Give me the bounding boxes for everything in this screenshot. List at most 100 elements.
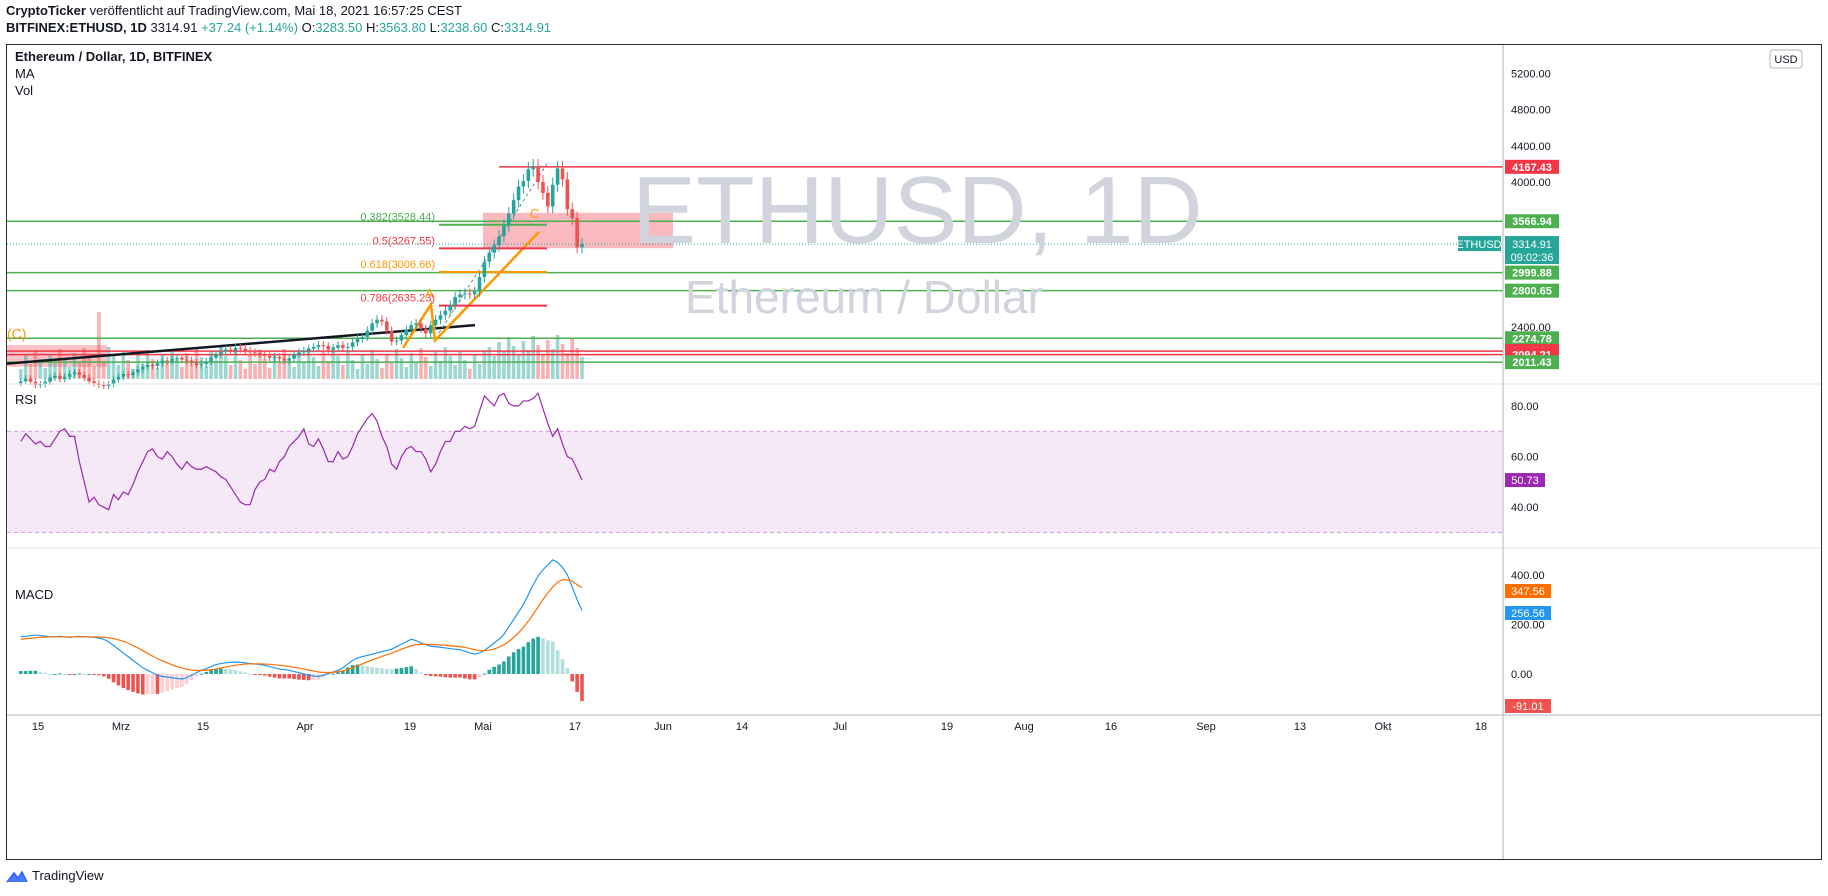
rsi-tick: 80.00 bbox=[1511, 401, 1539, 413]
macd-histogram-bar bbox=[23, 671, 28, 674]
price-tick: 4400.00 bbox=[1511, 141, 1551, 153]
candle bbox=[453, 297, 457, 306]
volume-bar bbox=[28, 364, 33, 379]
volume-bar bbox=[385, 354, 389, 379]
publisher-name[interactable]: CryptoTicker bbox=[6, 3, 86, 18]
volume-bar bbox=[565, 353, 570, 379]
macd-histogram-bar bbox=[389, 669, 394, 674]
price-pane[interactable]: 0.382(3528.44) 0.5(3267.55) 0.618(3006.66)… bbox=[7, 159, 1503, 390]
candle bbox=[155, 363, 160, 366]
candle bbox=[565, 179, 570, 210]
candle bbox=[419, 323, 423, 329]
volume-bar bbox=[111, 356, 116, 379]
indicator-ma-label[interactable]: MA bbox=[15, 66, 35, 81]
macd-histogram-bar bbox=[258, 674, 262, 675]
candle bbox=[272, 356, 277, 358]
candle bbox=[165, 360, 169, 362]
candle bbox=[145, 365, 150, 367]
volume-bar bbox=[184, 353, 189, 379]
rsi-pane[interactable] bbox=[7, 392, 1503, 533]
candle bbox=[555, 168, 560, 185]
chart-canvas[interactable]: 0.382(3528.44) 0.5(3267.55) 0.618(3006.66)… bbox=[7, 45, 1821, 859]
volume-bar bbox=[502, 351, 506, 379]
candle bbox=[53, 375, 57, 378]
macd-histogram-bar bbox=[28, 670, 33, 674]
volume-bar bbox=[302, 362, 306, 379]
macd-current-bg bbox=[1505, 606, 1551, 620]
macd-histogram-bar bbox=[516, 649, 521, 674]
candle bbox=[326, 345, 331, 350]
fib-label: 0.786(2635.23) bbox=[360, 293, 435, 305]
macd-histogram-bar bbox=[580, 674, 584, 702]
macd-histogram-bar bbox=[438, 674, 443, 677]
candle bbox=[199, 364, 204, 366]
macd-histogram-bar bbox=[228, 669, 233, 674]
candle bbox=[23, 378, 28, 382]
macd-histogram-bar bbox=[370, 667, 374, 674]
macd-histogram-bar bbox=[38, 671, 43, 674]
publish-info: veröffentlicht auf TradingView.com, Mai … bbox=[89, 3, 462, 18]
volume-bar bbox=[306, 348, 311, 379]
macd-histogram-bar bbox=[345, 667, 350, 674]
macd-histogram-bar bbox=[267, 674, 272, 677]
candle bbox=[287, 358, 291, 361]
macd-histogram-bar bbox=[341, 670, 345, 674]
date-tick: Apr bbox=[296, 721, 313, 733]
macd-histogram-bar bbox=[404, 667, 409, 674]
volume-bar bbox=[258, 350, 262, 379]
volume-bar bbox=[297, 353, 301, 379]
candle bbox=[302, 350, 306, 353]
current-price-tag: 3314.91 bbox=[1512, 239, 1552, 251]
rsi-label[interactable]: RSI bbox=[15, 392, 37, 407]
volume-bar bbox=[209, 352, 213, 379]
tradingview-brand: TradingView bbox=[32, 868, 104, 883]
date-tick: 17 bbox=[569, 721, 581, 733]
volume-bar bbox=[380, 368, 384, 379]
candle bbox=[433, 319, 438, 326]
macd-histogram-bar bbox=[492, 666, 496, 674]
candle bbox=[19, 381, 23, 384]
name-watermark: Ethereum / Dollar bbox=[685, 271, 1043, 323]
volume-bar bbox=[189, 362, 194, 379]
volume-bar bbox=[443, 347, 448, 379]
volume-bar bbox=[214, 361, 218, 379]
macd-histogram-bar bbox=[306, 674, 311, 681]
candle bbox=[48, 377, 52, 382]
level-tag-bg bbox=[1505, 283, 1559, 298]
candle bbox=[458, 294, 462, 298]
macd-pane[interactable] bbox=[19, 559, 584, 702]
volume-bar bbox=[497, 342, 501, 379]
date-tick: 16 bbox=[1105, 721, 1117, 733]
candle bbox=[570, 209, 575, 219]
macd-histogram-bar bbox=[155, 674, 160, 694]
candle bbox=[43, 381, 47, 385]
macd-histogram-bar bbox=[277, 674, 282, 679]
volume-bar bbox=[180, 367, 184, 379]
date-tick: Okt bbox=[1374, 721, 1391, 733]
candle bbox=[101, 384, 106, 386]
currency-box[interactable] bbox=[1769, 49, 1803, 69]
indicator-vol-label[interactable]: Vol bbox=[15, 83, 33, 98]
candle bbox=[536, 166, 540, 182]
volume-bar bbox=[219, 347, 223, 379]
macd-histogram-bar bbox=[165, 674, 169, 691]
macd-histogram-bar bbox=[292, 674, 296, 680]
macd-label[interactable]: MACD bbox=[15, 587, 53, 602]
macd-histogram-bar bbox=[565, 668, 570, 674]
macd-histogram-bar bbox=[350, 665, 355, 674]
volume-bar bbox=[62, 358, 67, 379]
candle bbox=[131, 372, 135, 375]
macd-histogram-bar bbox=[150, 674, 155, 694]
volume-bar bbox=[531, 336, 535, 379]
candle bbox=[424, 328, 428, 334]
tradingview-logo[interactable]: TradingView bbox=[6, 868, 104, 883]
macd-histogram-bar bbox=[463, 674, 467, 679]
volume-bar bbox=[492, 356, 496, 379]
macd-histogram-bar bbox=[487, 669, 492, 674]
candle bbox=[126, 374, 130, 376]
candle bbox=[355, 338, 360, 343]
volume-bar bbox=[106, 347, 111, 379]
chart-title: Ethereum / Dollar, 1D, BITFINEX bbox=[15, 49, 213, 64]
volume-bar bbox=[375, 359, 379, 379]
volume-bar bbox=[409, 353, 413, 379]
